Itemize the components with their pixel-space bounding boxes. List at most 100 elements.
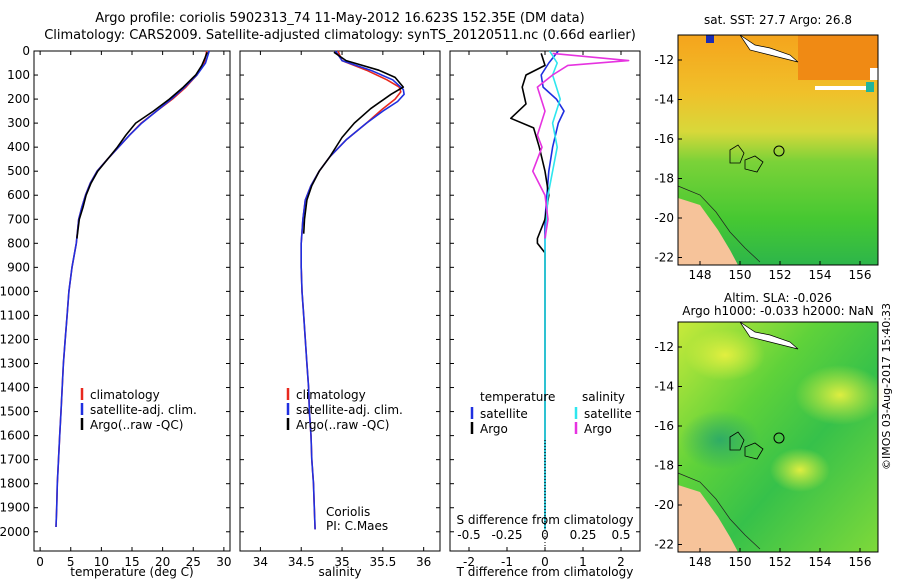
map-x-tick-label: 156: [849, 555, 872, 569]
principal-investigator-label: PI: C.Maes: [326, 519, 388, 533]
y-tick-label: 1500: [0, 405, 30, 419]
map-y-tick-label: -16: [654, 132, 674, 146]
salinity-diff-tick-label: -0.25: [491, 528, 522, 542]
series-line-argo-raw-qc: [76, 51, 209, 239]
sst-map: [677, 34, 879, 266]
sla-high: [770, 448, 830, 492]
reef-outline: [729, 431, 764, 460]
map-x-tick-label: 148: [689, 555, 712, 569]
map-x-tick-label: 154: [809, 268, 832, 282]
difference-xlabel-top: S difference from climatology: [457, 513, 634, 527]
legend-label: satellite: [584, 407, 632, 421]
x-tick-label: 20: [155, 555, 170, 569]
y-tick-label: 600: [7, 188, 30, 202]
map-x-tick-label: 154: [809, 555, 832, 569]
y-tick-label: 0: [22, 44, 30, 58]
series-line-argo-raw-qc: [302, 51, 405, 234]
legend-label: satellite: [480, 407, 528, 421]
salinity-diff-tick-label: 0: [541, 528, 549, 542]
australia-coast: [678, 198, 738, 265]
x-tick-label: 2: [617, 555, 625, 569]
difference-panel: -2 -1 0 1 2T difference from climatology temp…: [449, 50, 641, 579]
shelf-contour: [677, 185, 761, 263]
legend-label: satellite-adj. clim.: [296, 403, 403, 417]
series-line-s-satellite: [544, 50, 561, 530]
map-x-tick-label: 148: [689, 268, 712, 282]
argo-location-marker: [773, 145, 785, 157]
new-guinea-coast: [739, 34, 799, 63]
salinity-diff-tick-label: 0.25: [570, 528, 597, 542]
series-line-satellite-adj-clim: [55, 50, 210, 528]
y-tick-label: 1800: [0, 477, 30, 491]
y-tick-label: 100: [7, 68, 30, 82]
x-tick-label: 36: [416, 555, 431, 569]
argo-location-marker: [773, 432, 785, 444]
x-tick-label: 0: [36, 555, 44, 569]
y-tick-label: 800: [7, 236, 30, 250]
x-tick-label: 35: [334, 555, 349, 569]
map-y-tick-label: -12: [654, 340, 674, 354]
y-tick-label: 1100: [0, 308, 30, 322]
map-x-tick-label: 152: [769, 268, 792, 282]
series-line-satellite-adj-clim: [300, 50, 405, 530]
map-x-tick-label: 150: [729, 555, 752, 569]
series-line-t-argo: [510, 53, 550, 530]
y-tick-label: 1300: [0, 357, 30, 371]
x-tick-label: 0: [541, 555, 549, 569]
y-tick-label: 1000: [0, 284, 30, 298]
salinity-axes-frame: [239, 50, 441, 552]
legend-label: Argo: [480, 422, 508, 436]
salinity-panel: 34 34.5 35 35.5 36 salinity climatologysatelli…: [239, 50, 441, 579]
sla-map-frame: [677, 321, 879, 553]
legend-label: Argo(..raw -QC): [90, 418, 183, 432]
figure-title-line2: Climatology: CARS2009. Satellite-adjuste…: [44, 28, 636, 43]
reef-outline: [729, 144, 764, 173]
sla-map-title-line2: Argo h1000: -0.033 h2000: NaN: [682, 304, 874, 318]
map-y-tick-label: -14: [654, 93, 674, 107]
sst-map-frame: [677, 34, 879, 266]
salinity-xlabel: salinity: [318, 565, 361, 579]
x-tick-label: -2: [463, 555, 475, 569]
y-tick-label: 400: [7, 140, 30, 154]
temperature-axes-frame: [33, 50, 231, 552]
sla-high: [795, 365, 885, 425]
map-y-tick-label: -22: [654, 251, 674, 265]
sst-missing-strip: [815, 86, 870, 90]
sst-map-title: sat. SST: 27.7 Argo: 26.8: [704, 13, 852, 27]
x-tick-label: 25: [186, 555, 201, 569]
sst-map-axes: 148 150 152 154 156 -12 -14 -16 -18 -20 -22: [654, 53, 871, 282]
x-tick-label: 10: [94, 555, 109, 569]
new-guinea-coast: [739, 321, 799, 350]
float-operator-label: Coriolis: [326, 505, 370, 519]
legend-label: climatology: [90, 388, 160, 402]
x-tick-label: 34.5: [288, 555, 315, 569]
sst-warm-patch: [798, 35, 878, 80]
series-line-climatology: [300, 50, 402, 530]
map-x-tick-label: 152: [769, 555, 792, 569]
map-y-tick-label: -18: [654, 172, 674, 186]
x-tick-label: 15: [124, 555, 139, 569]
y-tick-label: 200: [7, 92, 30, 106]
legend-label: Argo(..raw -QC): [296, 418, 389, 432]
sst-cold-pixel: [866, 82, 874, 92]
y-tick-label: 1700: [0, 453, 30, 467]
y-tick-label: 300: [7, 116, 30, 130]
x-tick-label: 5: [67, 555, 75, 569]
sla-map-title-line1: Altim. SLA: -0.026: [724, 291, 832, 305]
map-y-tick-label: -12: [654, 53, 674, 67]
map-x-tick-label: 156: [849, 268, 872, 282]
sla-map-axes: 148 150 152 154 156 -12 -14 -16 -18 -20 -22: [654, 340, 871, 569]
map-y-tick-label: -18: [654, 459, 674, 473]
legend-label: Argo: [584, 422, 612, 436]
x-tick-label: 1: [579, 555, 587, 569]
y-tick-label: 500: [7, 164, 30, 178]
map-y-tick-label: -14: [654, 380, 674, 394]
map-y-tick-label: -20: [654, 498, 674, 512]
legend-title: salinity: [582, 390, 625, 404]
x-tick-label: 35.5: [369, 555, 396, 569]
imos-timestamp: ©IMOS 03-Aug-2017 15:40:33: [880, 303, 893, 470]
sla-high: [685, 329, 765, 381]
differences-xlabel: T difference from climatology: [456, 565, 634, 579]
shelf-contour: [677, 472, 761, 550]
temperature-xlabel: temperature (deg C): [70, 565, 193, 579]
